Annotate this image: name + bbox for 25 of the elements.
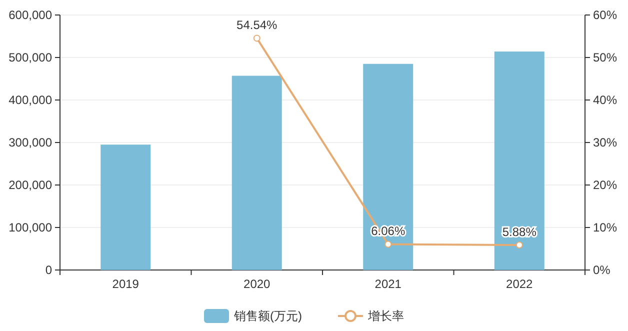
y2-tick-label: 10%	[593, 220, 618, 234]
y2-tick-label: 60%	[593, 8, 618, 22]
legend-label: 增长率	[367, 309, 404, 323]
x-tick-label: 2019	[112, 277, 140, 291]
x-tick-label: 2021	[374, 277, 402, 291]
y-tick-label: 300,000	[8, 136, 52, 150]
y-tick-label: 0	[45, 263, 52, 277]
legend-label: 销售额(万元)	[233, 309, 302, 323]
y-tick-label: 600,000	[8, 8, 52, 22]
data-label: 5.88%	[502, 225, 537, 240]
y2-tick-label: 50%	[593, 50, 618, 64]
y2-tick-label: 40%	[593, 93, 618, 107]
y-tick-label: 200,000	[8, 178, 52, 192]
point	[384, 240, 392, 248]
x-tick-label: 2022	[506, 277, 534, 291]
x-tick-label: 2020	[244, 277, 271, 291]
y-tick-label: 500,000	[8, 50, 52, 64]
y-tick-label: 400,000	[8, 93, 52, 107]
y2-tick-label: 20%	[593, 178, 618, 192]
point	[516, 242, 523, 249]
point	[253, 34, 260, 42]
y-tick-label: 100,000	[8, 220, 52, 234]
y2-tick-label: 0%	[593, 263, 611, 277]
y2-tick-label: 30%	[593, 136, 618, 150]
data-label: 54.54%	[236, 18, 278, 32]
